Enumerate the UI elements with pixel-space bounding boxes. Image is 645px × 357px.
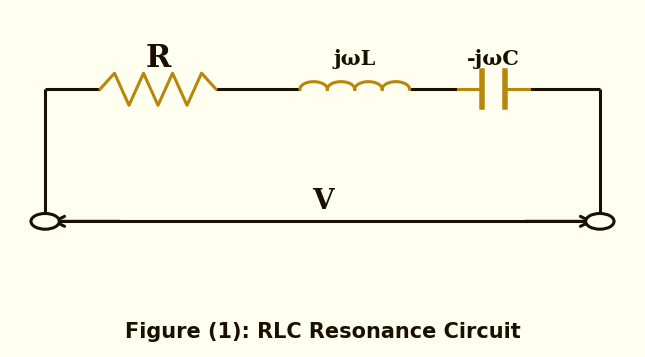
Circle shape [31, 213, 59, 229]
Text: -jωC: -jωC [467, 49, 520, 69]
Text: R: R [145, 44, 171, 74]
Circle shape [586, 213, 614, 229]
Text: jωL: jωL [333, 49, 376, 69]
Text: Figure (1): RLC Resonance Circuit: Figure (1): RLC Resonance Circuit [124, 322, 521, 342]
Text: V: V [312, 188, 333, 215]
